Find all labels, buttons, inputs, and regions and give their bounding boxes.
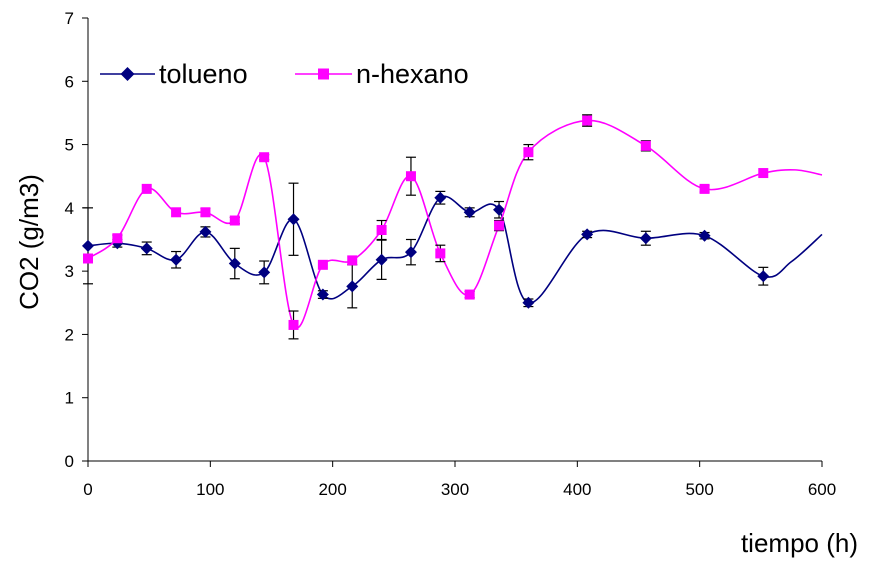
y-tick-label: 4 [65, 199, 74, 218]
data-point [640, 140, 651, 151]
y-tick-label: 1 [65, 389, 74, 408]
legend-marker [318, 68, 329, 80]
data-point [259, 152, 270, 163]
data-point [171, 207, 182, 218]
x-axis-title: tiempo (h) [741, 528, 858, 558]
data-point [229, 215, 240, 226]
data-point [404, 246, 417, 259]
data-point [83, 253, 93, 264]
legend-item-tolueno: tolueno [100, 59, 248, 89]
x-tick-label: 500 [685, 480, 713, 499]
data-point [464, 289, 475, 300]
legend-item-n-hexano: n-hexano [295, 59, 469, 89]
y-axis-title: CO2 (g/m3) [14, 174, 44, 310]
data-point [699, 183, 710, 194]
data-point [258, 266, 271, 279]
series-line [87, 195, 823, 304]
axes: 0 1 2 3 4 5 6 7 0 100 200 300 400 500 600 [65, 9, 837, 499]
y-tick-label: 7 [65, 9, 74, 28]
y-tick-label: 2 [65, 325, 74, 344]
series-layer [82, 114, 823, 340]
x-tick-label: 200 [318, 480, 346, 499]
legend-label: tolueno [159, 59, 248, 89]
data-point [494, 220, 505, 231]
data-point [141, 183, 152, 194]
data-point [228, 257, 241, 270]
data-point [375, 253, 388, 266]
data-point [582, 115, 593, 126]
y-tick-label: 0 [65, 452, 74, 471]
x-tick-label: 600 [808, 480, 836, 499]
data-point [82, 239, 94, 252]
data-point [140, 242, 153, 255]
data-point [639, 232, 652, 245]
data-point [405, 171, 416, 182]
y-tick-label: 5 [65, 136, 74, 155]
data-point [347, 255, 358, 266]
x-tick-label: 400 [563, 480, 591, 499]
data-point [435, 248, 446, 259]
data-point [317, 259, 328, 270]
legend-marker [120, 67, 135, 81]
data-point [199, 225, 212, 238]
data-point [376, 225, 387, 236]
x-tick-label: 0 [83, 480, 92, 499]
data-point [757, 270, 770, 283]
data-point [434, 191, 447, 204]
series-line [87, 119, 823, 329]
data-point [523, 147, 534, 158]
series-tolueno [82, 182, 823, 309]
series-n-hexano [83, 114, 823, 340]
data-point [287, 213, 300, 226]
legend-label: n-hexano [356, 59, 469, 89]
data-point [698, 229, 711, 242]
data-point [112, 233, 123, 244]
x-tick-label: 300 [441, 480, 469, 499]
data-point [346, 280, 359, 293]
y-tick-label: 3 [65, 262, 74, 281]
data-point [581, 228, 594, 241]
x-tick-label: 100 [196, 480, 224, 499]
data-point [463, 206, 476, 219]
data-point [493, 203, 506, 216]
data-point [316, 288, 329, 301]
data-point [200, 207, 211, 218]
data-point [288, 319, 299, 330]
data-point [522, 296, 535, 309]
data-point [758, 168, 769, 179]
y-tick-label: 6 [65, 72, 74, 91]
legend: tolueno n-hexano [100, 59, 469, 89]
data-point [170, 253, 183, 266]
